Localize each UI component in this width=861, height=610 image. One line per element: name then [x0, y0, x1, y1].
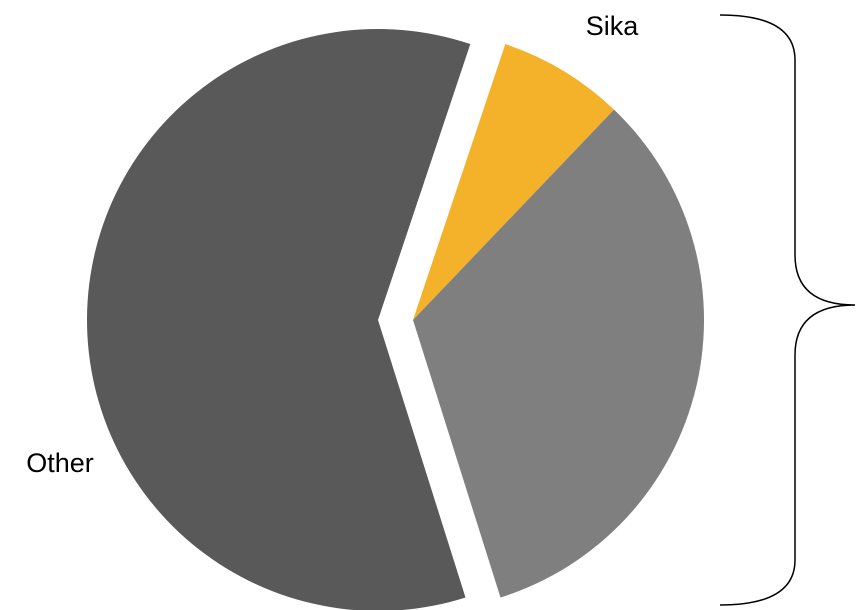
- slice-label: Sika: [586, 11, 640, 41]
- pie-slice: [413, 109, 705, 598]
- pie-slice: [87, 29, 471, 610]
- slice-label: Other: [26, 448, 94, 478]
- brace: [719, 14, 856, 606]
- pie-slice: [413, 44, 615, 321]
